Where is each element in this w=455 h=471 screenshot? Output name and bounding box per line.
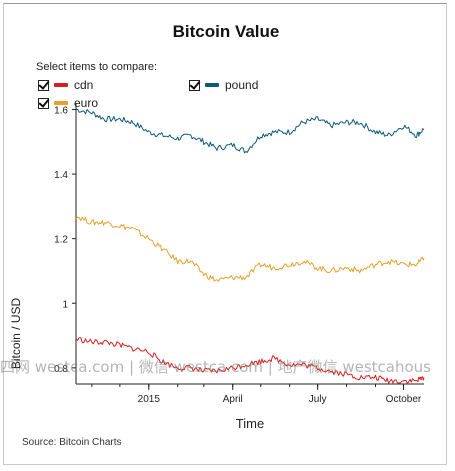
- swatch-cdn: [54, 83, 68, 87]
- swatch-euro: [54, 101, 68, 105]
- y-axis-title: Bitcoin / USD: [9, 297, 23, 369]
- y-tick-label: 0.8: [54, 364, 68, 375]
- checkbox-pound[interactable]: [189, 79, 200, 91]
- y-tick-label: 1.2: [54, 235, 68, 246]
- series-line-cdn: [75, 337, 425, 384]
- x-tick-label: October: [386, 394, 422, 405]
- x-tick-label: April: [223, 394, 243, 405]
- legend-item-pound[interactable]: pound: [189, 78, 258, 92]
- series-line-euro: [75, 216, 425, 282]
- legend-label-pound: pound: [225, 78, 259, 92]
- checkbox-euro[interactable]: [38, 97, 49, 109]
- y-tick-label: 1: [62, 299, 68, 310]
- y-tick-label: 1.6: [54, 105, 68, 116]
- swatch-pound: [205, 83, 219, 87]
- legend-label-euro: euro: [74, 96, 99, 110]
- x-tick-label: July: [309, 394, 327, 405]
- series-line-pound: [75, 108, 425, 154]
- checkbox-cdn[interactable]: [38, 79, 49, 91]
- chart-title: Bitcoin Value: [172, 22, 280, 41]
- x-axis-title: Time: [236, 416, 264, 431]
- legend-label-cdn: cdn: [74, 78, 94, 92]
- legend-item-euro[interactable]: euro: [38, 96, 98, 110]
- source-note: Source: Bitcoin Charts: [22, 437, 122, 448]
- legend-prompt: Select items to compare:: [36, 61, 158, 73]
- x-tick-label: 2015: [138, 394, 161, 405]
- y-tick-label: 1.4: [54, 170, 68, 181]
- legend-item-cdn[interactable]: cdn: [38, 78, 93, 92]
- chart-panel: [3, 3, 447, 465]
